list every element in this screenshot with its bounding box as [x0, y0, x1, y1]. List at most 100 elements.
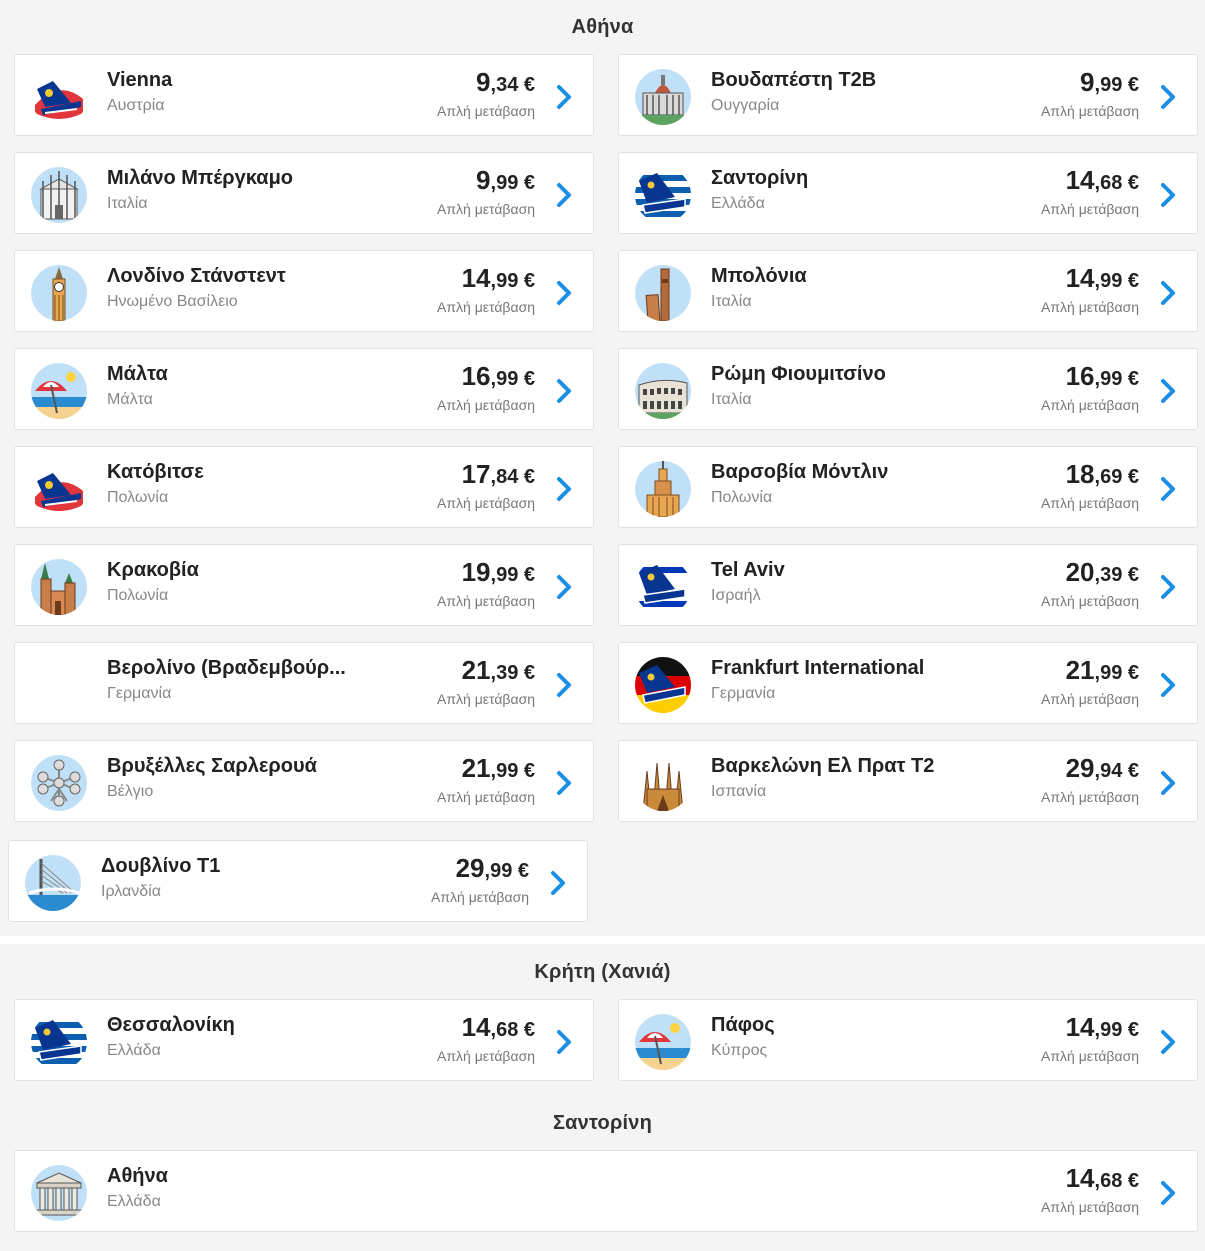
fare-type: Απλή μετάβαση [437, 397, 535, 413]
destination-card[interactable]: Θεσσαλονίκη Ελλάδα 14,68 € Απλή μετάβαση [14, 999, 594, 1081]
chevron-right-icon[interactable] [1157, 475, 1179, 503]
destination-country: Μάλτα [107, 391, 153, 408]
parthenon-icon [31, 1165, 87, 1221]
destination-name: Vienna [107, 69, 173, 91]
price-decimal: ,34 € [490, 74, 535, 96]
destination-card[interactable]: Σαντορίνη Ελλάδα 14,68 € Απλή μετάβαση [618, 152, 1198, 234]
price-integer: 14 [461, 1012, 491, 1042]
chevron-right-icon[interactable] [1157, 1179, 1179, 1207]
chevron-right-icon[interactable] [1157, 1028, 1179, 1056]
price: 21,39 € [462, 655, 535, 686]
price-decimal: ,99 € [1094, 270, 1139, 292]
price-decimal: ,84 € [490, 466, 535, 488]
price: 14,68 € [1066, 1163, 1139, 1194]
price: 14,99 € [1066, 263, 1139, 294]
price: 17,84 € [462, 459, 535, 490]
chevron-right-icon[interactable] [553, 573, 575, 601]
destination-card[interactable]: Tel Aviv Ισραήλ 20,39 € Απλή μετάβαση [618, 544, 1198, 626]
fare-type: Απλή μετάβαση [437, 495, 535, 511]
destination-country: Ιρλανδία [101, 883, 161, 900]
destination-card[interactable]: Βουδαπέστη T2B Ουγγαρία 9,99 € Απλή μετά… [618, 54, 1198, 136]
destination-name: Ρώμη Φιουμιτσίνο [711, 363, 886, 385]
price-integer: 16 [461, 361, 491, 391]
destination-country: Ιταλία [711, 293, 752, 310]
atomium-icon [31, 755, 87, 811]
destination-country: Ελλάδα [107, 1193, 161, 1210]
destination-country: Γερμανία [107, 685, 172, 702]
destination-country: Γερμανία [711, 685, 776, 702]
price-integer: 21 [1065, 655, 1095, 685]
price-decimal: ,39 € [1094, 564, 1139, 586]
price-decimal: ,99 € [490, 564, 535, 586]
fare-type: Απλή μετάβαση [437, 593, 535, 609]
plane-greece-icon [635, 167, 691, 223]
destination-card[interactable]: Λονδίνο Στάνστεντ Ηνωμένο Βασίλειο 14,99… [14, 250, 594, 332]
big-ben-icon [31, 265, 87, 321]
chevron-right-icon[interactable] [1157, 671, 1179, 699]
fare-type: Απλή μετάβαση [437, 1048, 535, 1064]
destination-card[interactable]: Μπολόνια Ιταλία 14,99 € Απλή μετάβαση [618, 250, 1198, 332]
chevron-right-icon[interactable] [547, 869, 569, 897]
price-integer: 9 [476, 67, 491, 97]
chevron-right-icon[interactable] [1157, 181, 1179, 209]
section-separator [0, 936, 1205, 944]
destination-country: Κύπρος [711, 1042, 768, 1059]
destination-card[interactable]: Vienna Αυστρία 9,34 € Απλή μετάβαση [14, 54, 594, 136]
empty-icon [31, 657, 87, 713]
destination-card[interactable]: Μιλάνο Μπέργκαμο Ιταλία 9,99 € Απλή μετά… [14, 152, 594, 234]
destination-country: Βέλγιο [107, 783, 154, 800]
section-title: Αθήνα [571, 16, 634, 38]
chevron-right-icon[interactable] [1157, 83, 1179, 111]
chevron-right-icon[interactable] [1157, 377, 1179, 405]
price-decimal: ,99 € [1094, 662, 1139, 684]
price-decimal: ,99 € [490, 760, 535, 782]
price: 9,99 € [476, 165, 535, 196]
destination-card[interactable]: Κρακοβία Πολωνία 19,99 € Απλή μετάβαση [14, 544, 594, 626]
destination-name: Κρακοβία [107, 559, 199, 581]
destination-card[interactable]: Frankfurt International Γερμανία 21,99 €… [618, 642, 1198, 724]
price-integer: 16 [1065, 361, 1095, 391]
destination-card[interactable]: Πάφος Κύπρος 14,99 € Απλή μετάβαση [618, 999, 1198, 1081]
price: 18,69 € [1066, 459, 1139, 490]
destination-card[interactable]: Βερολίνο (Βραδεμβούρ... Γερμανία 21,39 €… [14, 642, 594, 724]
price-decimal: ,99 € [1094, 74, 1139, 96]
fare-type: Απλή μετάβαση [437, 691, 535, 707]
price-integer: 19 [461, 557, 491, 587]
price-integer: 14 [461, 263, 491, 293]
fare-type: Απλή μετάβαση [1041, 1199, 1139, 1215]
chevron-right-icon[interactable] [553, 769, 575, 797]
chevron-right-icon[interactable] [553, 475, 575, 503]
chevron-right-icon[interactable] [553, 671, 575, 699]
chevron-right-icon[interactable] [553, 181, 575, 209]
destination-country: Ισραήλ [711, 587, 761, 604]
destination-card[interactable]: Βαρσοβία Μόντλιν Πολωνία 18,69 € Απλή με… [618, 446, 1198, 528]
chevron-right-icon[interactable] [1157, 769, 1179, 797]
destination-card[interactable]: Βαρκελώνη Ελ Πρατ T2 Ισπανία 29,94 € Απλ… [618, 740, 1198, 822]
price-integer: 21 [461, 655, 491, 685]
destination-name: Μπολόνια [711, 265, 807, 287]
destination-name: Μιλάνο Μπέργκαμο [107, 167, 294, 189]
chevron-right-icon[interactable] [553, 83, 575, 111]
chevron-right-icon[interactable] [1157, 279, 1179, 307]
plane-greece-icon [31, 1014, 87, 1070]
price-decimal: ,99 € [484, 860, 529, 882]
destination-country: Πολωνία [107, 587, 169, 604]
chevron-right-icon[interactable] [553, 1028, 575, 1056]
destination-card[interactable]: Δουβλίνο T1 Ιρλανδία 29,99 € Απλή μετάβα… [8, 840, 588, 922]
destination-card[interactable]: Αθήνα Ελλάδα 14,68 € Απλή μετάβαση [14, 1150, 1198, 1232]
fare-type: Απλή μετάβαση [1041, 103, 1139, 119]
fare-type: Απλή μετάβαση [1041, 397, 1139, 413]
destination-name: Βουδαπέστη T2B [711, 69, 877, 91]
chevron-right-icon[interactable] [1157, 573, 1179, 601]
destination-card[interactable]: Βρυξέλλες Σαρλερουά Βέλγιο 21,99 € Απλή … [14, 740, 594, 822]
destination-card[interactable]: Κατόβιτσε Πολωνία 17,84 € Απλή μετάβαση [14, 446, 594, 528]
price-integer: 20 [1065, 557, 1095, 587]
price: 16,99 € [1066, 361, 1139, 392]
destination-name: Σαντορίνη [711, 167, 809, 189]
destination-card[interactable]: Μάλτα Μάλτα 16,99 € Απλή μετάβαση [14, 348, 594, 430]
chevron-right-icon[interactable] [553, 279, 575, 307]
price: 9,34 € [476, 67, 535, 98]
destination-card[interactable]: Ρώμη Φιουμιτσίνο Ιταλία 16,99 € Απλή μετ… [618, 348, 1198, 430]
destination-country: Ιταλία [107, 195, 148, 212]
chevron-right-icon[interactable] [553, 377, 575, 405]
